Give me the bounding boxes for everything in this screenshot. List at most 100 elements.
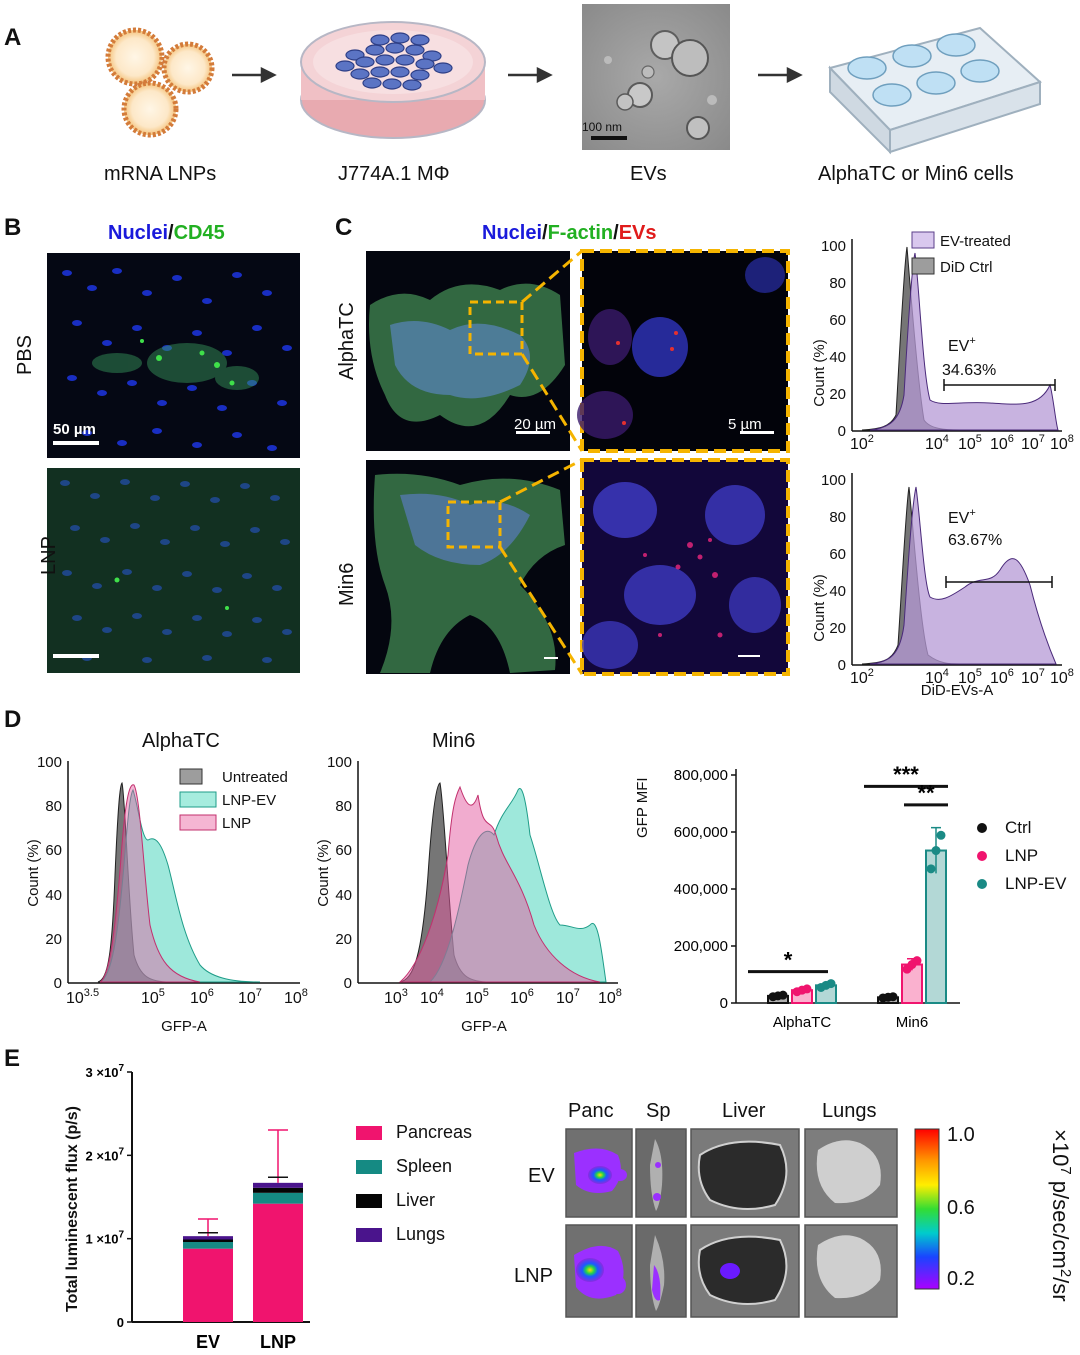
lnp-hist-alphatc <box>99 784 201 983</box>
flux-legend: Pancreas Spleen Liver Lungs <box>356 1122 472 1258</box>
ivis-row-ev: EV <box>528 1165 555 1187</box>
x-tick-exp: 6 <box>208 987 214 999</box>
y-tick-label: 600,000 <box>674 824 728 841</box>
legend-swatch-lnp-ev <box>179 791 217 808</box>
legend-swatch-pancreas <box>356 1126 382 1141</box>
x-tick-exp: 2 <box>868 433 874 445</box>
x-tick: 10 <box>420 990 438 1007</box>
ivis-row-lnp: LNP <box>514 1265 553 1287</box>
y-axis-label: Count (%) <box>811 574 828 642</box>
y-tick-label: 0 <box>117 1315 124 1330</box>
x-tick: 10 <box>556 990 574 1007</box>
flux-y-axis-label: Total luminescent flux (p/s) <box>64 1106 81 1312</box>
panel-label-a: A <box>4 24 22 51</box>
bar-segment-pancreas <box>253 1203 303 1322</box>
bar-segment-lungs <box>253 1182 303 1188</box>
min6-overview <box>366 460 570 674</box>
svg-text:108: 108 <box>1050 667 1074 687</box>
y-tick: 80 <box>335 798 352 815</box>
bar-segment-spleen <box>183 1242 233 1249</box>
x-tick-exp: 7 <box>1039 667 1045 679</box>
ev-treated-hist-bottom <box>869 486 1057 665</box>
svg-text:106: 106 <box>990 433 1014 453</box>
legend-label: Untreated <box>222 769 288 786</box>
scale-label-overview: 20 µm <box>514 416 556 433</box>
svg-text:103: 103 <box>384 987 408 1007</box>
x-tick-exp: 5 <box>976 433 982 445</box>
svg-text:EV+: EV+ <box>948 507 976 527</box>
x-tick: 10 <box>1050 670 1068 687</box>
legend-label: LNP <box>222 815 251 832</box>
x-tick-exp: 2 <box>868 667 874 679</box>
bar-segment-pancreas <box>183 1248 233 1322</box>
legend-label: LNP <box>1005 846 1039 865</box>
ivis-col-lungs: Lungs <box>822 1100 877 1122</box>
unit-mid: p/sec/cm <box>1048 1175 1073 1269</box>
factin-stain-label: F-actin <box>547 222 614 244</box>
y-tick: 60 <box>829 546 846 563</box>
nuclei-stain-label: Nuclei <box>108 222 169 244</box>
data-point <box>826 979 836 989</box>
y-tick: 80 <box>829 275 846 292</box>
legend-label: LNP-EV <box>222 792 276 809</box>
svg-text:108: 108 <box>1050 433 1074 453</box>
petri-dish-icon <box>300 21 486 139</box>
y-tick: 20 <box>829 386 846 403</box>
y-tick: 0 <box>344 975 352 992</box>
nuclei-stain-label: Nuclei <box>482 222 543 244</box>
min6-zoom <box>580 458 790 676</box>
svg-text:108: 108 <box>598 987 622 1007</box>
svg-text:107: 107 <box>556 987 580 1007</box>
gate-sup: + <box>969 507 975 519</box>
x-axis-label: GFP-A <box>161 1018 207 1035</box>
title-slash: / <box>168 222 174 244</box>
ivis-col-liver: Liver <box>722 1100 766 1122</box>
y-tick: 80 <box>829 509 846 526</box>
tem-micrograph <box>582 4 730 150</box>
svg-text:EV+: EV+ <box>948 335 976 355</box>
step-macrophages: J774A.1 MΦ <box>338 163 450 185</box>
y-axis-label: Count (%) <box>811 339 828 407</box>
unit-suffix: /sr <box>1048 1277 1073 1301</box>
x-tick: 10 <box>850 670 868 687</box>
bar-segment-liver <box>253 1187 303 1193</box>
x-tick: 10 <box>958 670 976 687</box>
svg-text:105: 105 <box>465 987 489 1007</box>
x-tick-exp: 4 <box>438 987 444 999</box>
row-label-alphatc: AlphaTC <box>336 302 358 380</box>
x-tick-exp: 4 <box>943 667 949 679</box>
x-tick-exp: 8 <box>1068 667 1074 679</box>
unit-exp: 2 <box>1057 1269 1074 1277</box>
colorbar-tick: 0.2 <box>947 1268 975 1290</box>
x-tick-exp: 5 <box>976 667 982 679</box>
svg-text:104: 104 <box>925 667 949 687</box>
x-tick: 10 <box>1050 436 1068 453</box>
panel-label-b: B <box>4 214 22 241</box>
x-axis-label: GFP-A <box>461 1018 507 1035</box>
data-point <box>888 992 898 1002</box>
cd45-stain-label: CD45 <box>173 222 225 244</box>
x-tick: 10 <box>141 990 159 1007</box>
bar-segment-spleen <box>253 1192 303 1204</box>
y-tick: 20 <box>45 931 62 948</box>
y-tick: 40 <box>45 887 62 904</box>
legend-swatch-untreated <box>179 768 203 785</box>
legend-dot-lnp <box>977 851 987 861</box>
colorbar-gradient <box>914 1128 940 1290</box>
y-tick: 100 <box>37 754 62 771</box>
x-tick: 10 <box>238 990 256 1007</box>
ivis-images <box>565 1128 898 1318</box>
workflow-graphics <box>105 4 1042 155</box>
zoom-connector <box>498 546 584 675</box>
panel-c-title: Nuclei/F-actin/EVs <box>482 222 657 245</box>
y-tick: 40 <box>829 349 846 366</box>
x-tick: 10 <box>66 990 84 1007</box>
colorbar-tick: 1.0 <box>947 1125 975 1146</box>
x-tick-exp: 5 <box>483 987 489 999</box>
x-tick-exp: 8 <box>1068 433 1074 445</box>
histograms-gfp: 0 20 40 60 80 100 0 20 40 60 80 100 103.… <box>25 754 622 1035</box>
svg-text:105: 105 <box>141 987 165 1007</box>
gfp-mfi-chart: 0 200,000 400,000 600,000 800,000 AlphaTC Min6… <box>674 762 960 1031</box>
y-tick-label: 800,000 <box>674 767 728 784</box>
lnp-hist-min6 <box>398 785 601 983</box>
